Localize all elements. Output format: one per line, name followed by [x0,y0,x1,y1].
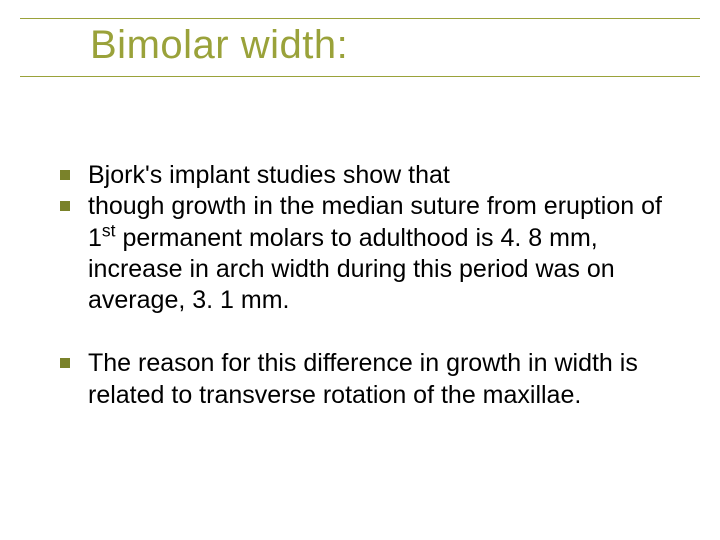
list-item-text: Bjork's implant studies show that [88,160,670,191]
list-item-text: though growth in the median suture from … [88,191,670,316]
list-item-text: The reason for this difference in growth… [88,348,670,411]
list-item: Bjork's implant studies show that [60,160,670,191]
square-bullet-icon [60,358,70,368]
list-item: though growth in the median suture from … [60,191,670,316]
square-bullet-icon [60,201,70,211]
list-item: The reason for this difference in growth… [60,348,670,411]
slide-body: Bjork's implant studies show that though… [60,160,670,411]
slide: Bimolar width: Bjork's implant studies s… [0,0,720,540]
bullet-spacer [60,316,670,348]
square-bullet-icon [60,170,70,180]
slide-title: Bimolar width: [20,19,700,76]
title-rule-bottom [20,76,700,77]
title-region: Bimolar width: [20,18,700,77]
